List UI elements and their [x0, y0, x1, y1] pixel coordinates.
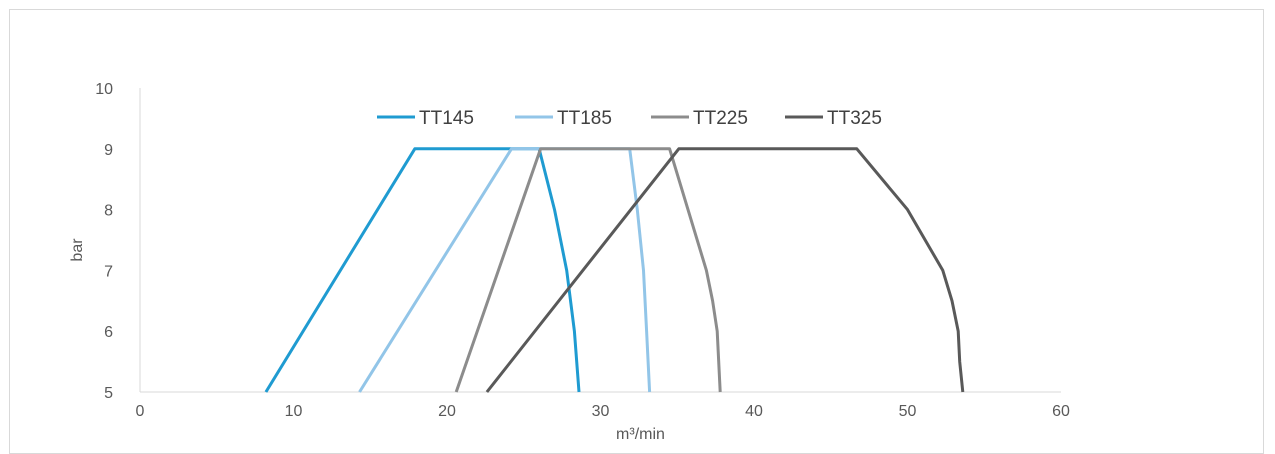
y-tick-label: 9 — [104, 142, 113, 159]
x-tick-label: 50 — [899, 403, 917, 420]
x-tick-label: 10 — [285, 403, 303, 420]
x-tick-label: 30 — [592, 403, 610, 420]
y-tick-label: 7 — [104, 263, 113, 280]
y-tick-label: 5 — [104, 385, 113, 402]
legend-label-tt325: TT325 — [827, 108, 882, 129]
chart-frame — [9, 9, 1264, 454]
y-axis-title: bar — [69, 238, 86, 262]
legend-label-tt185: TT185 — [557, 108, 612, 129]
y-tick-label: 10 — [95, 81, 113, 98]
y-tick-label: 6 — [104, 324, 113, 341]
series-line-tt185 — [358, 147, 652, 393]
series-line-tt325 — [485, 147, 965, 393]
y-tick-label: 8 — [104, 203, 113, 220]
x-tick-label: 40 — [745, 403, 763, 420]
x-tick-label: 60 — [1052, 403, 1070, 420]
series-line-tt145 — [264, 147, 581, 393]
legend-label-tt225: TT225 — [693, 108, 748, 129]
legend-label-tt145: TT145 — [419, 108, 474, 129]
series-layer — [264, 147, 965, 393]
x-tick-label: 20 — [438, 403, 456, 420]
series-line-tt225 — [454, 147, 722, 393]
x-axis-title: m³/min — [616, 426, 665, 443]
plot-area: 0 10 20 30 40 50 60 5 6 7 8 9 10 — [95, 81, 1070, 420]
y-tick-labels: 5 6 7 8 9 10 — [95, 81, 113, 402]
legend: TT145 TT185 TT225 TT325 — [377, 108, 882, 129]
x-tick-label: 0 — [136, 403, 145, 420]
x-tick-labels: 0 10 20 30 40 50 60 — [136, 403, 1070, 420]
